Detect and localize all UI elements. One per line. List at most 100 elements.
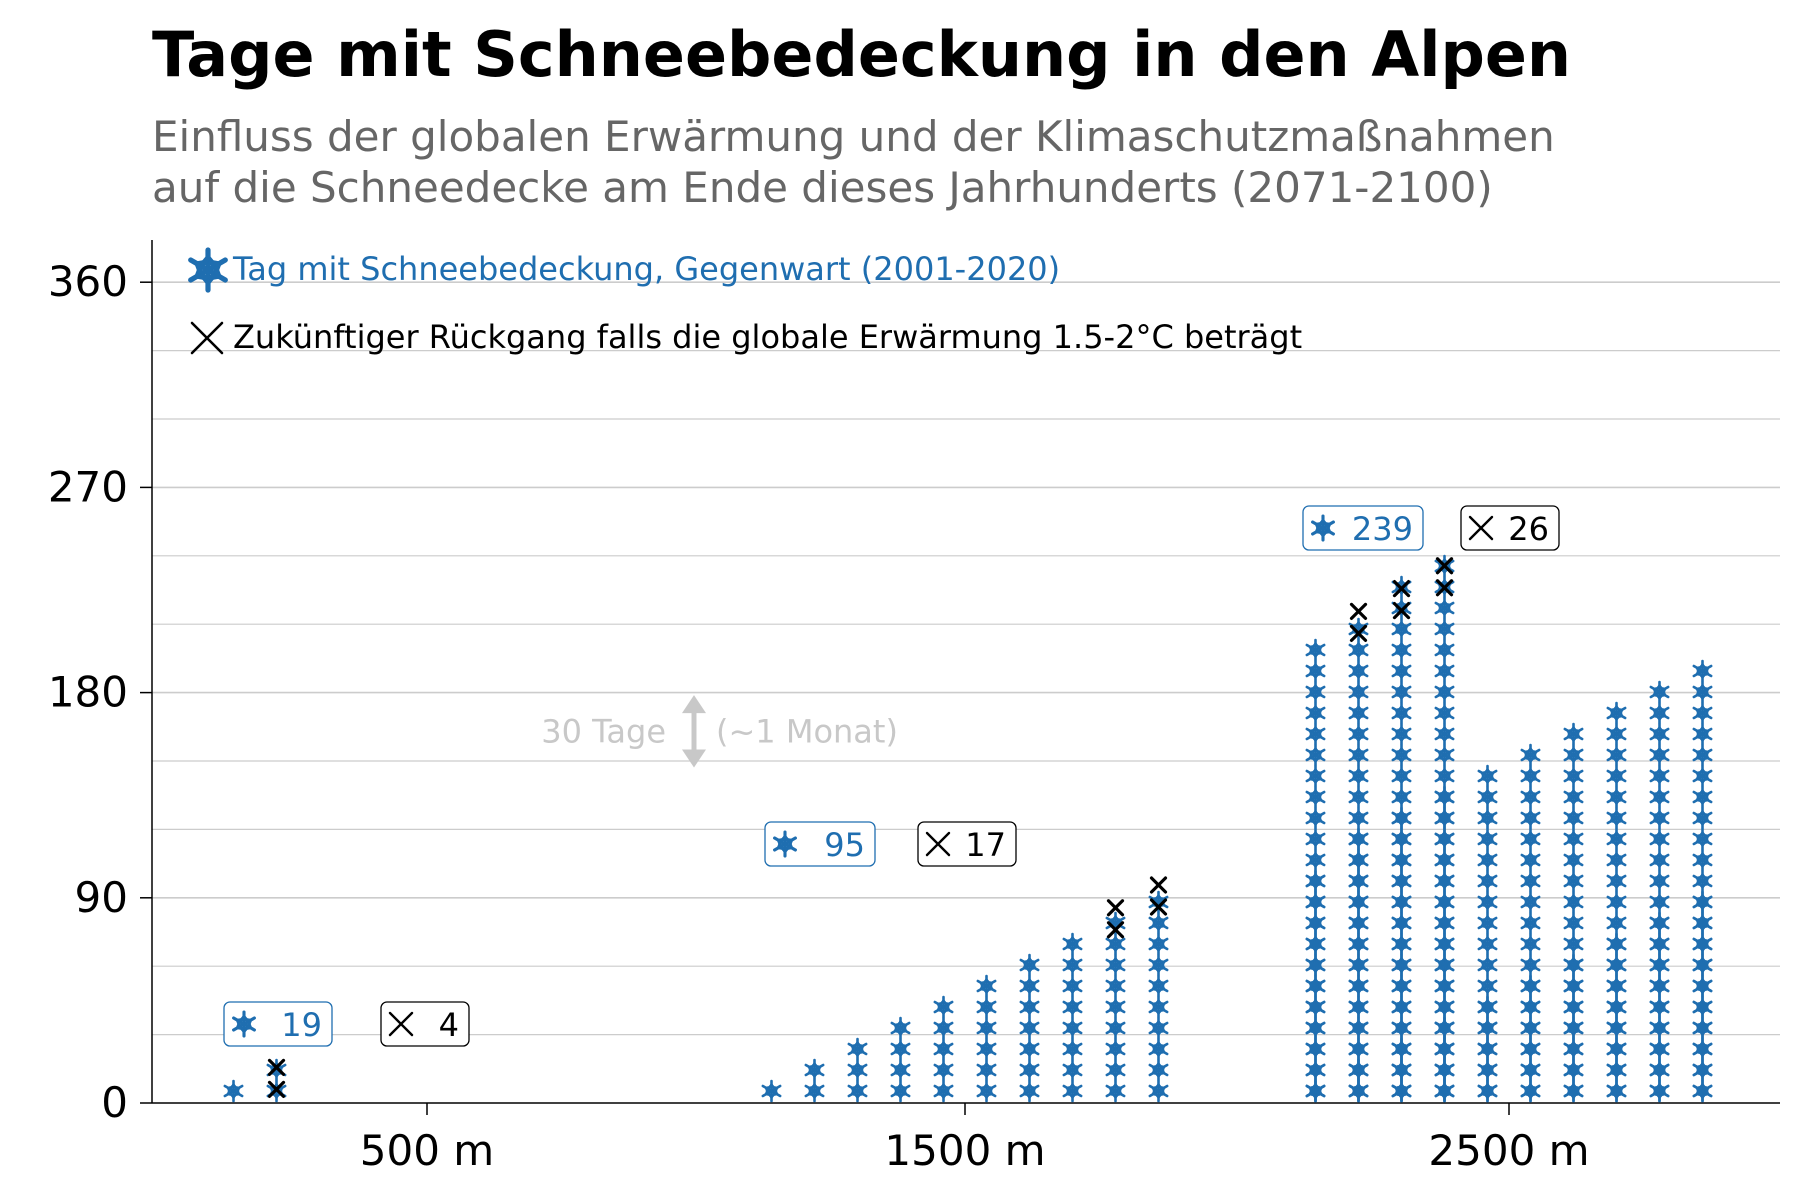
snowflake-icon bbox=[1520, 806, 1541, 830]
snowflake-icon bbox=[1062, 1058, 1083, 1082]
snowflake-icon bbox=[1348, 806, 1369, 830]
snowflake-icon bbox=[773, 830, 797, 858]
chart-subtitle-line-1: Einfluss der globalen Erwärmung und der … bbox=[152, 112, 1555, 161]
snowflake-icon bbox=[890, 1058, 911, 1082]
snowflake-icon bbox=[1434, 1058, 1455, 1082]
snowflake-icon bbox=[761, 1079, 782, 1103]
snowflake-icon bbox=[1305, 1058, 1326, 1082]
snowflake-icon bbox=[1606, 764, 1627, 788]
snowflake-icon bbox=[1305, 911, 1326, 935]
snowflake-icon bbox=[1305, 785, 1326, 809]
snowflake-icon bbox=[1305, 932, 1326, 956]
snowflake-icon bbox=[1105, 1037, 1126, 1061]
snowflake-icon bbox=[1348, 911, 1369, 935]
snowflake-icon bbox=[1477, 974, 1498, 998]
snowflake-icon bbox=[1649, 743, 1670, 767]
snowflake-icon bbox=[1434, 680, 1455, 704]
snowflake-icon bbox=[1649, 995, 1670, 1019]
snowflake-icon bbox=[1520, 827, 1541, 851]
snow-day-stack bbox=[1062, 932, 1083, 1103]
snowflake-icon bbox=[1391, 617, 1412, 641]
snowflake-icon bbox=[847, 1079, 868, 1103]
snowflake-icon bbox=[1305, 701, 1326, 725]
snowflake-icon bbox=[1305, 827, 1326, 851]
snowflake-icon bbox=[1606, 722, 1627, 746]
snowflake-icon bbox=[976, 1058, 997, 1082]
snowflake-icon bbox=[1434, 659, 1455, 683]
snowflake-icon bbox=[1520, 911, 1541, 935]
snowflake-icon bbox=[1692, 764, 1713, 788]
snowflake-icon bbox=[1563, 1037, 1584, 1061]
x-tick-label: 500 m bbox=[360, 1126, 494, 1175]
snowflake-icon bbox=[1305, 995, 1326, 1019]
snowflake-icon bbox=[1606, 953, 1627, 977]
snowflake-icon bbox=[1062, 1037, 1083, 1061]
snowflake-icon bbox=[1520, 890, 1541, 914]
snowflake-icon bbox=[1348, 638, 1369, 662]
snowflake-icon bbox=[1148, 953, 1169, 977]
snowflake-icon bbox=[1434, 785, 1455, 809]
snowflake-icon bbox=[1692, 1079, 1713, 1103]
snowflake-icon bbox=[1477, 890, 1498, 914]
snowflake-icon bbox=[1348, 743, 1369, 767]
snowflake-icon bbox=[1434, 911, 1455, 935]
snowflake-icon bbox=[1348, 1037, 1369, 1061]
snowflake-icon bbox=[1692, 890, 1713, 914]
snowflake-icon bbox=[1391, 638, 1412, 662]
decline-days-label-text: 26 bbox=[1508, 510, 1549, 548]
cross-icon bbox=[1349, 602, 1368, 621]
snowflake-icon bbox=[1477, 848, 1498, 872]
snowflake-icon bbox=[1649, 806, 1670, 830]
snow-day-stack bbox=[1563, 722, 1584, 1103]
snowflake-icon bbox=[1606, 1016, 1627, 1040]
snowflake-icon bbox=[1563, 785, 1584, 809]
snowflake-icon bbox=[1434, 701, 1455, 725]
snowflake-icon bbox=[1348, 701, 1369, 725]
legend: Tag mit Schneebedeckung, Gegenwart (2001… bbox=[188, 247, 1302, 356]
snowflake-icon bbox=[1520, 1058, 1541, 1082]
snowflake-icon bbox=[1563, 827, 1584, 851]
snowflake-icon bbox=[1520, 953, 1541, 977]
y-tick-label: 0 bbox=[101, 1078, 128, 1127]
snowflake-icon bbox=[1692, 722, 1713, 746]
snowflake-icon bbox=[1391, 890, 1412, 914]
snowflake-icon bbox=[1649, 953, 1670, 977]
snowflake-icon bbox=[1391, 785, 1412, 809]
snowflake-icon bbox=[1606, 827, 1627, 851]
snowflake-icon bbox=[1391, 680, 1412, 704]
snowflake-icon bbox=[1434, 869, 1455, 893]
snowflake-icon bbox=[1606, 848, 1627, 872]
y-tick-label: 90 bbox=[75, 873, 128, 922]
snowflake-icon bbox=[1520, 848, 1541, 872]
snowflake-icon bbox=[1692, 995, 1713, 1019]
cross-icon bbox=[267, 1080, 286, 1099]
snowflake-icon bbox=[1105, 1058, 1126, 1082]
snowflake-icon bbox=[1434, 764, 1455, 788]
snowflake-icon bbox=[804, 1079, 825, 1103]
snowflake-icon bbox=[1434, 743, 1455, 767]
snowflake-icon bbox=[1105, 974, 1126, 998]
snowflake-icon bbox=[933, 1016, 954, 1040]
cross-icon bbox=[1149, 876, 1168, 894]
snowflake-icon bbox=[1305, 806, 1326, 830]
decline-days-label-text: 4 bbox=[439, 1006, 459, 1044]
snowflake-icon bbox=[1305, 638, 1326, 662]
cross-icon bbox=[1392, 579, 1411, 598]
snowflake-icon bbox=[1391, 953, 1412, 977]
snowflake-icon bbox=[1348, 1058, 1369, 1082]
snowflake-icon bbox=[976, 1079, 997, 1103]
snowflake-icon bbox=[1649, 680, 1670, 704]
snow-day-stack bbox=[1477, 764, 1498, 1103]
snowflake-icon bbox=[1520, 1016, 1541, 1040]
snowflake-icon bbox=[1391, 995, 1412, 1019]
snowflake-icon bbox=[1062, 932, 1083, 956]
cross-icon bbox=[1392, 601, 1411, 620]
scale-arrow-down-icon bbox=[682, 749, 706, 768]
snowflake-icon bbox=[1649, 701, 1670, 725]
snowflake-icon bbox=[1649, 911, 1670, 935]
snowflake-icon bbox=[1649, 1037, 1670, 1061]
snowflake-icon bbox=[1563, 869, 1584, 893]
snowflake-icon bbox=[1692, 1016, 1713, 1040]
snowflake-icon bbox=[1563, 806, 1584, 830]
snowflake-icon bbox=[1148, 1037, 1169, 1061]
